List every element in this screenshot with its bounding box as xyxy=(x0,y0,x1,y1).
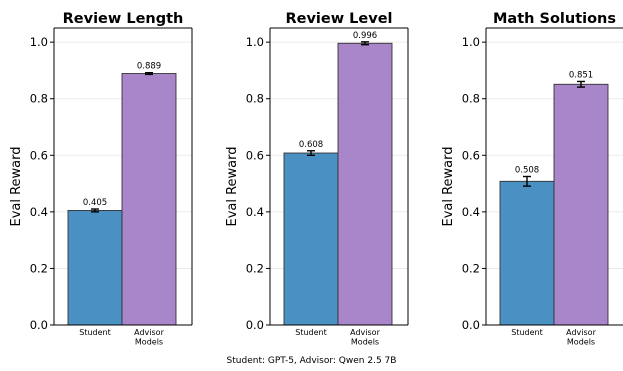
y-axis-label: Eval Reward xyxy=(9,146,24,226)
y-tick-label: 0.0 xyxy=(30,318,48,332)
bar xyxy=(121,73,177,326)
y-tick-label: 0.4 xyxy=(30,205,48,219)
chart-title: Review Level xyxy=(285,11,392,27)
y-tick-label: 0.6 xyxy=(30,148,48,162)
y-tick-label: 0.8 xyxy=(462,92,480,106)
x-tick-label: Advisor xyxy=(134,328,164,337)
data-label: 0.851 xyxy=(569,70,593,80)
y-tick-label: 0.6 xyxy=(462,148,480,162)
y-tick-label: 1.0 xyxy=(462,35,480,49)
y-tick-label: 0.2 xyxy=(246,261,264,275)
data-label: 0.405 xyxy=(83,198,107,208)
x-tick-label: Student xyxy=(79,328,111,337)
y-tick-label: 0.8 xyxy=(30,92,48,106)
y-tick-label: 1.0 xyxy=(30,35,48,49)
y-tick-label: 0.0 xyxy=(246,318,264,332)
data-label: 0.508 xyxy=(515,166,539,176)
chart-title: Math Solutions xyxy=(493,11,616,27)
y-tick-label: 0.4 xyxy=(462,205,480,219)
data-label: 0.996 xyxy=(353,31,377,41)
x-tick-label: Models xyxy=(351,338,379,347)
y-tick-label: 0.0 xyxy=(462,318,480,332)
y-tick-label: 1.0 xyxy=(246,35,264,49)
y-axis-label: Eval Reward xyxy=(225,146,240,226)
y-tick-label: 0.2 xyxy=(462,261,480,275)
figure-caption: Student: GPT-5, Advisor: Qwen 2.5 7B xyxy=(226,356,397,366)
x-tick-label: Advisor xyxy=(566,328,596,337)
bar xyxy=(283,152,339,326)
y-tick-label: 0.2 xyxy=(30,261,48,275)
y-tick-label: 0.8 xyxy=(246,92,264,106)
bar xyxy=(337,42,393,326)
chart-title: Review Length xyxy=(63,11,184,27)
x-tick-label: Models xyxy=(135,338,163,347)
bar xyxy=(67,209,123,326)
x-tick-label: Models xyxy=(567,338,595,347)
x-tick-label: Student xyxy=(295,328,327,337)
data-label: 0.608 xyxy=(299,140,323,150)
bar xyxy=(499,180,555,326)
x-tick-label: Advisor xyxy=(350,328,380,337)
y-tick-label: 0.4 xyxy=(246,205,264,219)
y-tick-label: 0.6 xyxy=(246,148,264,162)
y-axis-label: Eval Reward xyxy=(441,146,456,226)
bar xyxy=(553,83,609,326)
x-tick-label: Student xyxy=(511,328,543,337)
data-label: 0.889 xyxy=(137,62,161,72)
